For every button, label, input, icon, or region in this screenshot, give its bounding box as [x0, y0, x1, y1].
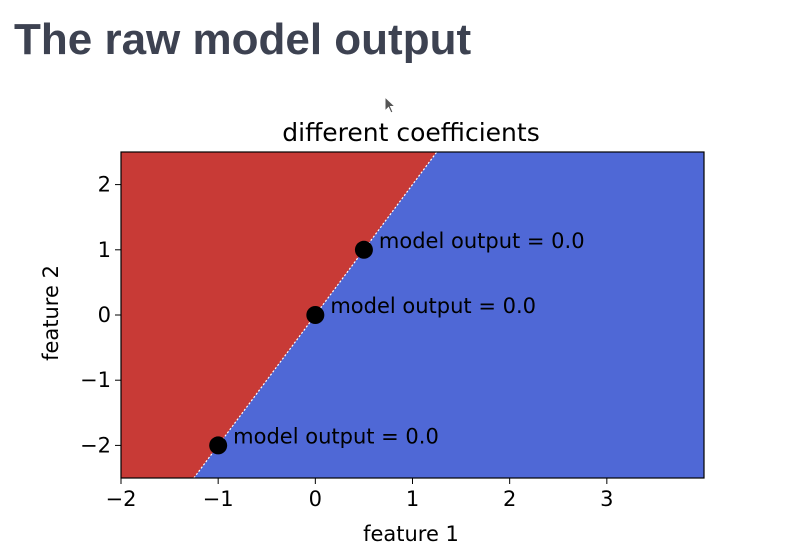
y-tick-label: −2 — [80, 433, 111, 457]
y-tick-label: 2 — [98, 173, 111, 197]
point-annotation: model output = 0.0 — [379, 229, 585, 253]
x-tick-label: −2 — [106, 487, 137, 511]
data-point — [306, 306, 325, 324]
positive-region — [121, 152, 437, 478]
data-points: model output = 0.0 model output = 0.0 mode… — [209, 229, 585, 455]
point-annotation: model output = 0.0 — [233, 424, 439, 448]
chart-title: different coefficients — [282, 118, 539, 147]
classification-regions — [121, 152, 704, 478]
x-axis-label: feature 1 — [363, 522, 459, 546]
y-axis-label: feature 2 — [39, 265, 63, 361]
data-point — [209, 436, 228, 455]
y-tick-label: −1 — [80, 368, 111, 392]
x-tick-label: −1 — [203, 487, 234, 511]
mouse-pointer-icon — [384, 96, 397, 114]
x-tick-label: 3 — [600, 487, 613, 511]
y-tick-label: 0 — [98, 303, 111, 327]
x-tick-label: 2 — [503, 487, 516, 511]
x-tick-label: 0 — [309, 487, 322, 511]
y-tick-label: 1 — [98, 238, 111, 262]
x-tick-label: 1 — [406, 487, 419, 511]
y-axis-ticks: −2 −1 0 1 2 — [80, 173, 121, 457]
slide-title: The raw model output — [14, 15, 472, 64]
data-point — [354, 240, 373, 259]
point-annotation: model output = 0.0 — [330, 294, 536, 318]
x-axis-ticks: −2 −1 0 1 2 3 — [106, 478, 614, 511]
